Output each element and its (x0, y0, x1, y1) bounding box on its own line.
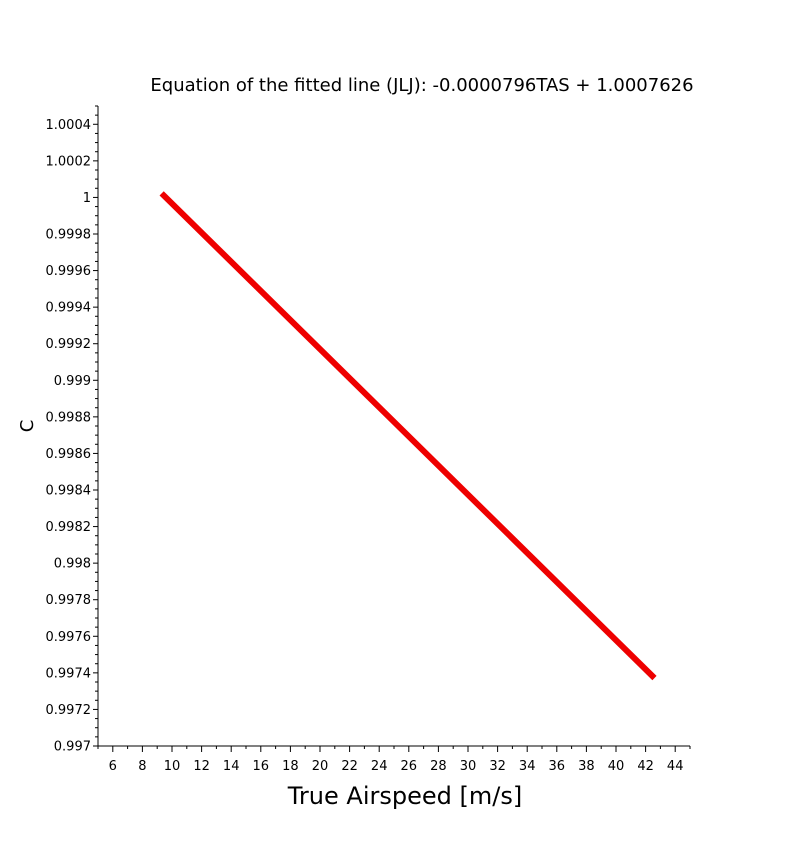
x-tick-label: 14 (223, 759, 240, 774)
x-tick-label: 30 (460, 759, 477, 774)
y-tick-label: 1 (83, 191, 91, 206)
chart-title: Equation of the fitted line (JLJ): -0.00… (150, 75, 693, 96)
y-tick-label: 0.9972 (46, 703, 92, 718)
x-tick-label: 10 (164, 759, 181, 774)
y-tick-label: 0.9982 (46, 520, 92, 535)
x-tick-label: 18 (282, 759, 299, 774)
y-tick-label: 0.9976 (46, 630, 92, 645)
x-tick-label: 24 (371, 759, 388, 774)
y-tick-label: 0.999 (54, 374, 91, 389)
x-tick-label: 38 (578, 759, 595, 774)
x-tick-label: 40 (608, 759, 625, 774)
x-tick-label: 26 (401, 759, 418, 774)
y-axis-title: C (17, 420, 38, 433)
y-tick-label: 0.9996 (46, 264, 92, 279)
y-tick-label: 0.997 (54, 740, 91, 755)
y-tick-label: 0.9986 (46, 447, 92, 462)
x-tick-label: 28 (430, 759, 447, 774)
x-axis-title: True Airspeed [m/s] (287, 782, 522, 810)
y-axis: 0.997 0.9972 0.9974 0.9976 0.9978 0.998 0.9982… (46, 105, 99, 755)
x-tick-label: 42 (637, 759, 654, 774)
y-tick-label: 0.9992 (46, 337, 92, 352)
series-layer (159, 191, 657, 681)
x-axis: 6 8 10 12 14 16 18 20 22 24 26 28 30 32 34 36 38 40 42 44 (97, 745, 691, 774)
x-tick-label: 16 (253, 759, 270, 774)
x-tick-label: 34 (519, 759, 536, 774)
x-tick-label: 6 (109, 759, 117, 774)
y-tick-label: 1.0002 (46, 154, 92, 169)
x-tick-label: 20 (312, 759, 329, 774)
y-tick-label: 0.9994 (46, 301, 92, 316)
y-tick-label: 1.0004 (46, 118, 92, 133)
x-tick-label: 22 (341, 759, 358, 774)
x-tick-label: 44 (667, 759, 684, 774)
y-tick-label: 0.9984 (46, 484, 92, 499)
x-tick-label: 32 (489, 759, 506, 774)
y-tick-label: 0.9988 (46, 410, 92, 425)
y-tick-label: 0.998 (54, 557, 91, 572)
series-line-0 (159, 191, 657, 681)
x-tick-label: 36 (549, 759, 566, 774)
x-tick-label: 8 (138, 759, 146, 774)
x-tick-label: 12 (193, 759, 210, 774)
y-tick-label: 0.9978 (46, 593, 92, 608)
y-tick-label: 0.9998 (46, 228, 92, 243)
y-tick-label: 0.9974 (46, 666, 92, 681)
